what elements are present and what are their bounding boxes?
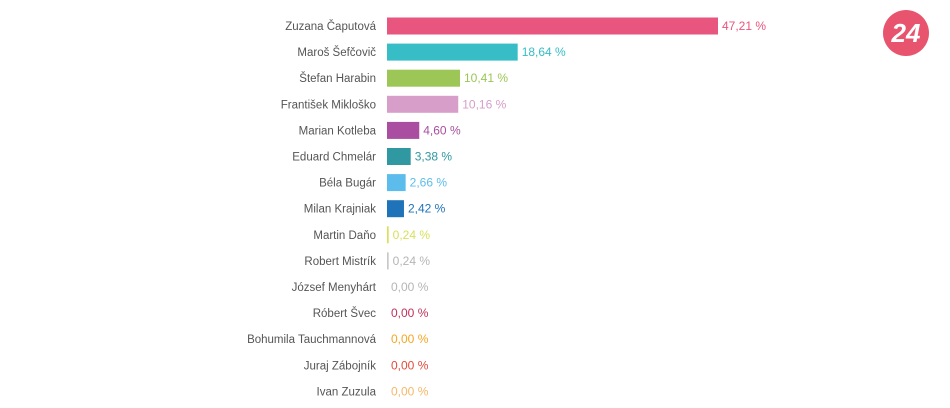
- bar[interactable]: [387, 174, 406, 192]
- category-label: Bohumila Tauchmannová: [247, 334, 377, 346]
- category-label: Marian Kotleba: [299, 125, 377, 137]
- value-label: 0,24 %: [393, 254, 431, 268]
- logo-text: 24: [891, 18, 921, 48]
- category-label: Martin Daňo: [313, 230, 376, 242]
- bar[interactable]: [387, 200, 404, 218]
- category-label: Ivan Zuzula: [317, 386, 377, 398]
- value-label: 3,38 %: [415, 150, 453, 164]
- category-label: Robert Mistrík: [304, 256, 376, 268]
- bar[interactable]: [387, 226, 389, 244]
- value-label: 4,60 %: [423, 123, 461, 137]
- value-label: 0,00 %: [391, 358, 429, 372]
- category-label: František Mikloško: [281, 99, 376, 111]
- category-label: József Menyhárt: [292, 282, 377, 294]
- bar[interactable]: [387, 148, 411, 165]
- category-label: Juraj Zábojník: [304, 360, 376, 372]
- value-label: 0,24 %: [393, 228, 431, 242]
- bar[interactable]: [387, 69, 460, 87]
- category-label: Štefan Harabin: [299, 72, 376, 85]
- value-label: 47,21 %: [722, 19, 766, 33]
- logo-24-icon: 24: [883, 10, 929, 56]
- category-label: Zuzana Čaputová: [285, 20, 376, 33]
- value-label: 10,41 %: [464, 71, 508, 85]
- value-label: 2,42 %: [408, 202, 446, 216]
- bar[interactable]: [387, 17, 718, 35]
- category-label: Róbert Švec: [313, 307, 377, 320]
- bar[interactable]: [387, 95, 459, 113]
- value-label: 10,16 %: [462, 97, 506, 111]
- value-label: 2,66 %: [410, 176, 448, 190]
- value-label: 0,00 %: [391, 306, 429, 320]
- category-label: Maroš Šefčovič: [297, 46, 376, 59]
- category-label: Béla Bugár: [319, 178, 376, 190]
- value-label: 0,00 %: [391, 332, 429, 346]
- bar[interactable]: [387, 43, 518, 61]
- category-label: Eduard Chmelár: [292, 152, 376, 164]
- value-label: 0,00 %: [391, 384, 429, 398]
- category-label: Milan Krajniak: [304, 204, 376, 216]
- value-label: 0,00 %: [391, 280, 429, 294]
- value-label: 18,64 %: [522, 45, 566, 59]
- bar[interactable]: [387, 252, 389, 270]
- bar[interactable]: [387, 121, 420, 139]
- logo-circle: [883, 10, 929, 56]
